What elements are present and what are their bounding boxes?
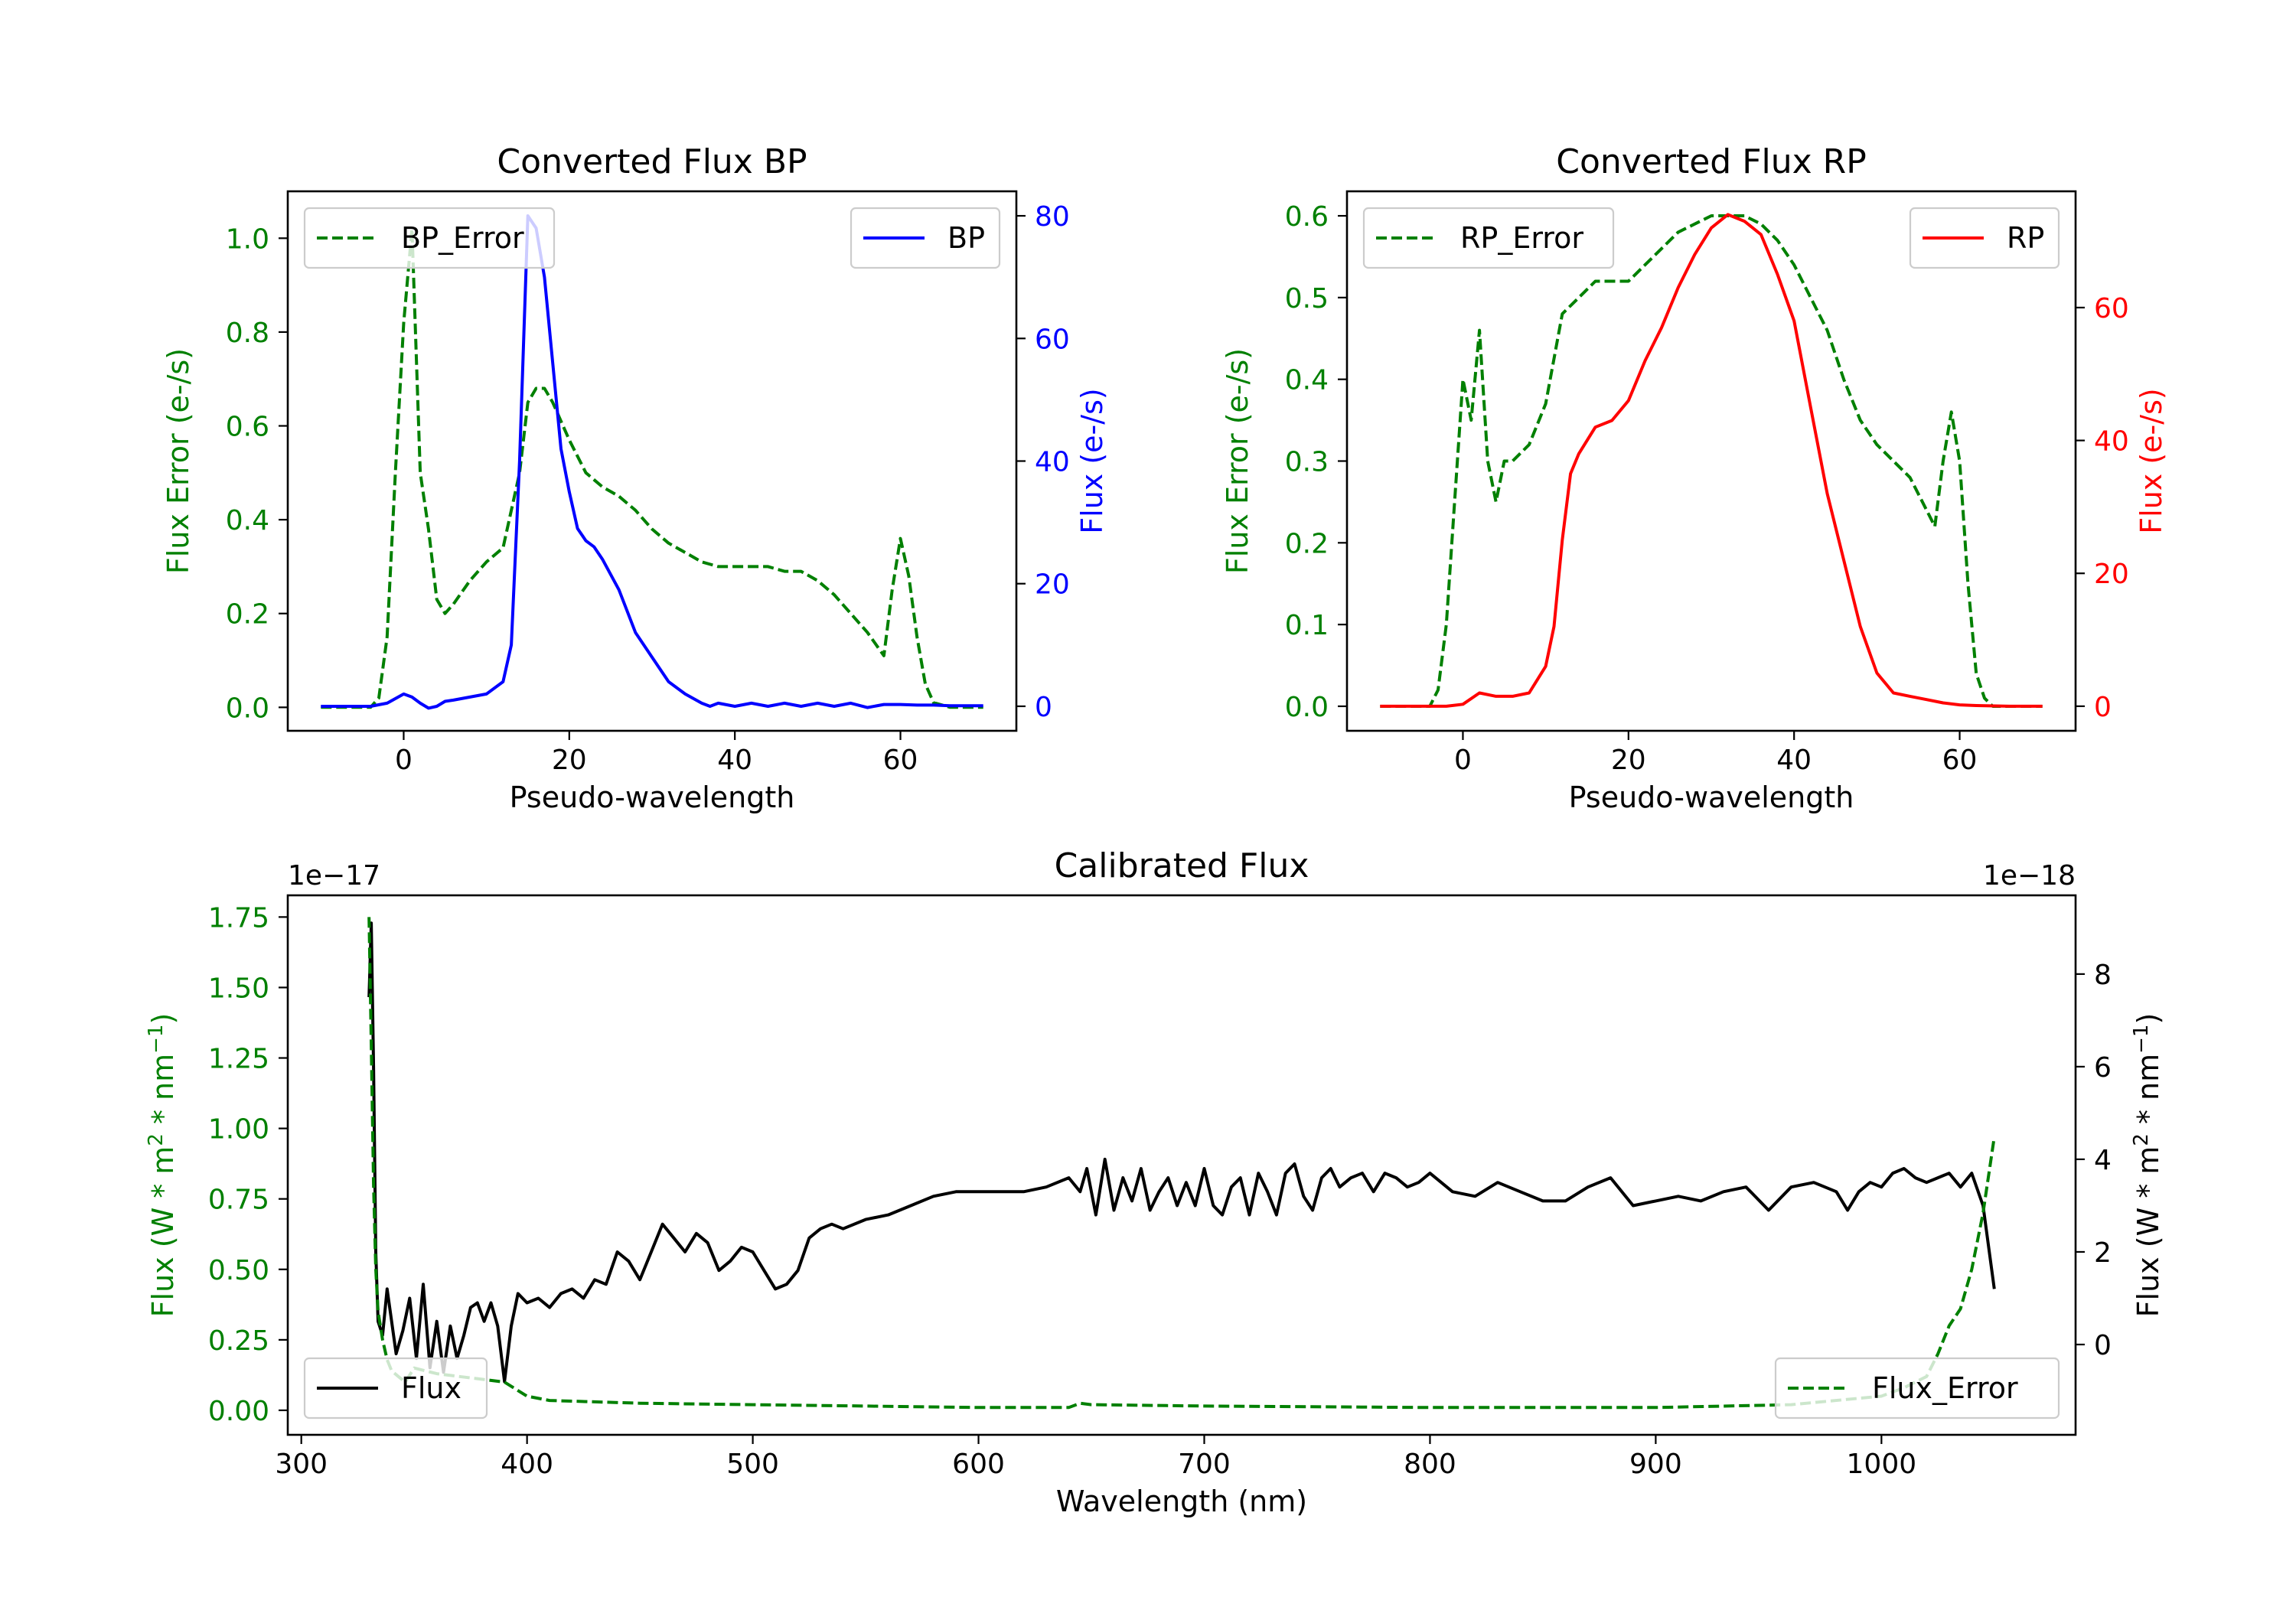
left-y-tick-label: 0.5 [1285,283,1329,315]
x-tick-label: 1000 [1847,1449,1917,1480]
legend-flux-error: Flux_Error [1774,1357,2060,1420]
right-y-tick-label: 20 [2094,559,2129,590]
x-tick-label: 700 [1178,1449,1231,1480]
x-axis-label: Pseudo-wavelength [1569,781,1854,814]
plot-area [321,214,983,710]
plot-area [1380,213,2043,708]
series-bp-error [321,227,983,709]
legend-bp-error: BP_Error [303,207,556,269]
chart-3: 300 400 500 600 700 800 900 1000 0.00 0.25 0.50 0.7… [145,846,2165,1518]
chart-title: Converted Flux RP [1556,142,1867,181]
left-y-tick-label: 0.2 [226,599,269,631]
left-offset-text: 1e−17 [288,860,380,892]
x-tick-label: 20 [552,745,587,776]
legend-box [850,207,1001,269]
right-y-tick-label: 60 [1035,324,1070,355]
left-y-axis-label: Flux (W * m2 * nm−1) [145,1013,180,1318]
legend-rp: RP [1909,207,2060,269]
series-rp-error [1380,214,2043,708]
left-y-tick-label: 0.4 [1285,365,1329,396]
x-tick-label: 300 [275,1449,328,1480]
right-y-tick-label: 20 [1035,569,1070,601]
right-y-tick-label: 0 [2094,1330,2112,1361]
right-y-tick-label: 40 [2094,426,2129,458]
legend-box [1909,207,2060,269]
x-tick-label: 900 [1629,1449,1682,1480]
x-tick-label: 500 [726,1449,779,1480]
chart-title: Converted Flux BP [497,142,807,181]
legend-label: Flux_Error [1872,1371,2018,1405]
legend-label: Flux [401,1371,461,1405]
x-tick-label: 0 [395,745,413,776]
right-y-tick-label: 60 [2094,293,2129,324]
right-y-axis-label: Flux (W * m2 * nm−1) [2130,1013,2165,1318]
x-tick-label: 60 [883,745,918,776]
right-y-tick-label: 2 [2094,1237,2112,1269]
legend-box [303,1357,488,1420]
left-y-axis-label: Flux Error (e-/s) [1221,348,1254,574]
left-y-tick-label: 0.00 [208,1396,269,1427]
legend-flux: Flux [303,1357,488,1420]
right-y-axis-label: Flux (e-/s) [2135,388,2168,533]
right-y-tick-label: 6 [2094,1052,2112,1084]
legend-label: BP_Error [401,221,524,255]
chart-2: 0 20 40 60 0.0 0.1 0.2 0.3 0.4 0.5 0.6 0 20 40 60 Conve… [1221,142,2168,814]
right-y-tick-label: 4 [2094,1145,2112,1176]
right-y-tick-label: 0 [1035,692,1052,723]
x-tick-label: 600 [952,1449,1005,1480]
left-y-tick-label: 0.0 [1285,692,1329,723]
chart-title: Calibrated Flux [1055,846,1309,885]
legend-box [303,207,556,269]
legend-label: BP [947,221,985,255]
left-y-tick-label: 0.0 [226,693,269,724]
left-y-tick-label: 0.6 [1285,201,1329,233]
plot-area [367,917,1996,1410]
axes-frame [286,894,2077,1436]
x-axis-label: Wavelength (nm) [1056,1485,1307,1518]
x-tick-label: 800 [1404,1449,1456,1480]
legend-label: RP_Error [1460,221,1583,255]
left-y-tick-label: 1.25 [208,1044,269,1075]
left-y-tick-label: 0.4 [226,505,269,536]
x-tick-label: 0 [1454,745,1472,776]
right-y-tick-label: 8 [2094,960,2112,991]
x-tick-label: 60 [1942,745,1978,776]
left-y-tick-label: 0.2 [1285,528,1329,559]
legend-box [1362,207,1615,269]
left-y-axis-label: Flux Error (e-/s) [161,348,195,574]
right-y-tick-label: 40 [1035,447,1070,478]
right-offset-text: 1e−18 [1983,860,2076,892]
left-y-tick-label: 1.0 [226,223,269,255]
x-tick-label: 40 [1776,745,1812,776]
left-y-tick-label: 1.75 [208,902,269,934]
series-rp [1380,213,2043,708]
legend-label: RP [2007,221,2044,255]
right-y-axis-label: Flux (e-/s) [1075,388,1109,533]
left-y-tick-label: 1.50 [208,973,269,1004]
right-y-tick-label: 0 [2094,692,2112,723]
legend-box [1774,1357,2060,1420]
left-y-tick-label: 0.1 [1285,610,1329,641]
series-flux-error [367,917,1996,1410]
x-tick-label: 400 [501,1449,553,1480]
x-tick-label: 20 [1611,745,1646,776]
left-y-tick-label: 0.3 [1285,447,1329,478]
series-flux [367,921,1996,1384]
series-bp [321,214,983,710]
legend-rp-error: RP_Error [1362,207,1615,269]
chart-1: 0 20 40 60 0.0 0.2 0.4 0.6 0.8 1.0 0 20 40 60 80 Conver… [161,142,1109,814]
left-y-tick-label: 0.25 [208,1325,269,1357]
left-y-tick-label: 0.8 [226,318,269,349]
left-y-tick-label: 0.50 [208,1255,269,1286]
x-tick-label: 40 [717,745,752,776]
left-y-tick-label: 0.6 [226,412,269,443]
left-y-tick-label: 1.00 [208,1114,269,1146]
left-y-tick-label: 0.75 [208,1185,269,1216]
x-axis-label: Pseudo-wavelength [510,781,795,814]
legend-bp: BP [850,207,1001,269]
right-y-tick-label: 80 [1035,201,1070,233]
